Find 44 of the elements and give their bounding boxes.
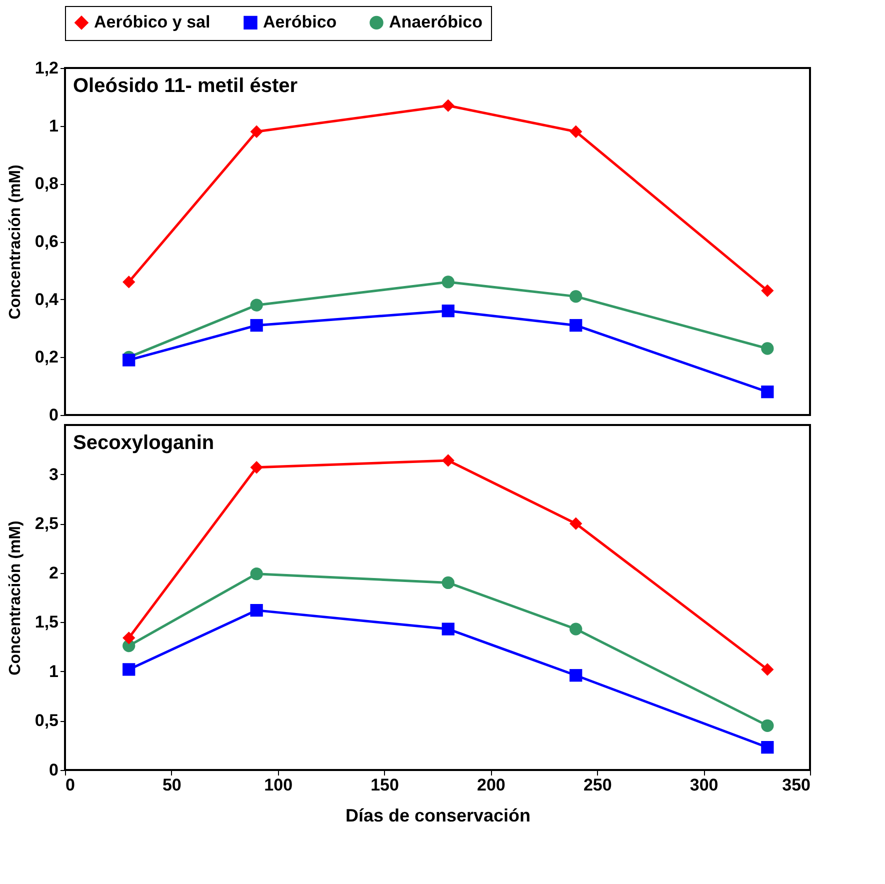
y-tick-label: 1,5: [34, 612, 58, 632]
y-tick-label: 2: [49, 563, 58, 582]
point: [442, 304, 454, 318]
point: [761, 284, 774, 297]
legend-label: Anaeróbico: [389, 12, 483, 32]
point: [570, 125, 582, 138]
y-tick-label: 3: [49, 464, 58, 484]
point: [570, 319, 582, 332]
point: [442, 276, 454, 288]
y-tick-label: 0,4: [34, 290, 60, 309]
chart-title: Oleósido 11- metil éster: [73, 75, 298, 97]
point: [122, 276, 136, 288]
point: [250, 298, 263, 312]
point: [250, 319, 263, 332]
y-tick-label: 0,2: [34, 348, 58, 367]
y-tick-label: 0: [49, 760, 58, 780]
y-tick-label: 2,5: [34, 514, 58, 534]
x-tick-label: 0: [66, 776, 75, 794]
y-axis-title: Concentración (mM): [6, 520, 24, 676]
x-tick-label: 150: [370, 776, 399, 794]
point: [250, 125, 263, 138]
point: [761, 386, 774, 398]
y-tick-label: 0: [49, 406, 58, 424]
point: [570, 290, 582, 303]
y-tick-label: 1: [49, 116, 58, 136]
x-tick-label: 100: [264, 776, 293, 794]
legend-label: Aeróbico y sal: [94, 12, 210, 32]
y-tick-label: 0,6: [34, 232, 58, 251]
y-tick-label: 1,2: [34, 58, 58, 78]
x-tick-label: 300: [690, 776, 718, 794]
chart-title: Secoxyloganin: [73, 432, 214, 454]
y-axis-title: Concentración (mM): [6, 164, 24, 320]
point: [761, 342, 774, 355]
x-tick-label: 250: [583, 776, 612, 794]
x-axis-title: Días de conservación: [345, 806, 531, 826]
point: [122, 354, 136, 366]
x-tick-label: 50: [162, 776, 182, 794]
y-tick-label: 1: [49, 662, 58, 681]
point: [442, 99, 454, 112]
y-tick-label: 0,5: [34, 711, 58, 730]
legend-label: Aeróbico: [263, 12, 337, 32]
x-tick-label: 350: [782, 776, 810, 794]
x-tick-label: 200: [477, 776, 506, 794]
y-tick-label: 0,8: [34, 174, 58, 194]
